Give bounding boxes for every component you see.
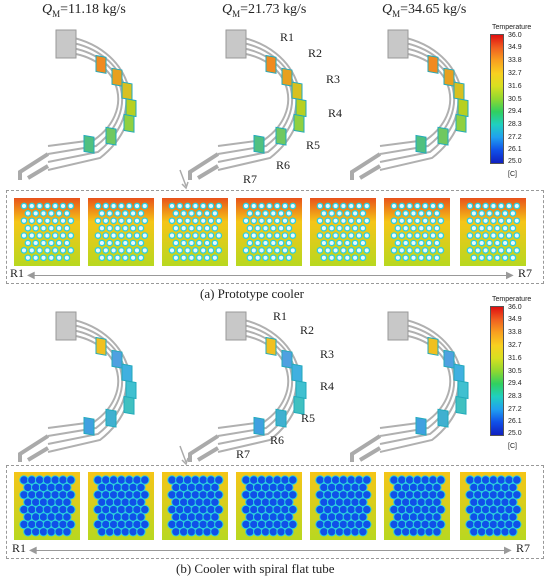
row-label-r7: R7 [236,447,251,461]
cooler-render-a2 [188,29,307,180]
cross-section-strip-a [6,190,544,284]
row-label-r2: R2 [300,323,315,337]
cooler-render-b3 [350,311,469,462]
row-label-r4: R4 [328,106,343,120]
colorbar-gradient [490,34,504,164]
cross-section-r7 [460,198,526,266]
row-label-r4: R4 [320,379,335,393]
row-label-r3: R3 [326,72,341,86]
flow-label-2: QM=21.73 kg/s [222,2,307,19]
axis-arrow-a [30,275,512,276]
flow-label-3: QM=34.65 kg/s [382,2,467,19]
arrow-right-icon: ▶ [506,270,514,281]
arrow-left-icon: ◀ [29,545,37,556]
row-label-r2: R2 [308,46,323,60]
caption-a: (a) Prototype cooler [200,286,304,301]
cross-section-r6 [384,198,450,266]
cross-section-strip-b [6,465,544,559]
cross-section-r3 [162,472,228,540]
down-arrow-icon [179,445,189,466]
colorbar-a: Temperature 36.0 34.9 33.8 32.7 31.6 30.… [490,24,532,178]
arrow-left-icon: ◀ [27,270,35,281]
axis-start-a: R1 [10,266,25,280]
axis-end-a: R7 [518,266,533,280]
cross-section-r5 [310,472,376,540]
cross-section-r2 [88,472,154,540]
cross-section-r2 [88,198,154,266]
axis-arrow-b [32,550,510,551]
cross-section-r4 [236,198,302,266]
row-label-r5: R5 [306,138,321,152]
cross-section-r6 [384,472,450,540]
colorbar-b: Temperature 36.0 34.9 33.8 32.7 31.6 30.… [490,296,532,450]
caption-b: (b) Cooler with spiral flat tube [176,561,335,576]
cooler-render-b2 [188,311,307,462]
colorbar-title: Temperature [492,296,532,303]
row-label-r5: R5 [301,411,316,425]
cross-section-r4 [236,472,302,540]
cooler-render-a1 [18,29,137,180]
colorbar-title: Temperature [492,24,532,31]
row-label-r3: R3 [320,347,335,361]
row-label-r7: R7 [243,172,258,186]
down-arrow-icon [179,169,189,190]
cross-section-r7 [460,472,526,540]
colorbar-gradient [490,306,504,436]
flow-label-1: QM=11.18 kg/s [42,2,126,19]
row-label-r6: R6 [270,433,285,447]
cross-section-r3 [162,198,228,266]
cross-section-r1 [14,198,80,266]
row-label-r6: R6 [276,158,291,172]
axis-end-b: R7 [516,541,531,555]
cooler-render-b1 [18,311,137,462]
row-label-r1: R1 [280,30,295,44]
row-label-r1: R1 [273,309,288,323]
cross-section-r1 [14,472,80,540]
cross-section-r5 [310,198,376,266]
cooler-render-a3 [350,29,469,180]
arrow-right-icon: ▶ [504,545,512,556]
axis-start-b: R1 [12,541,27,555]
